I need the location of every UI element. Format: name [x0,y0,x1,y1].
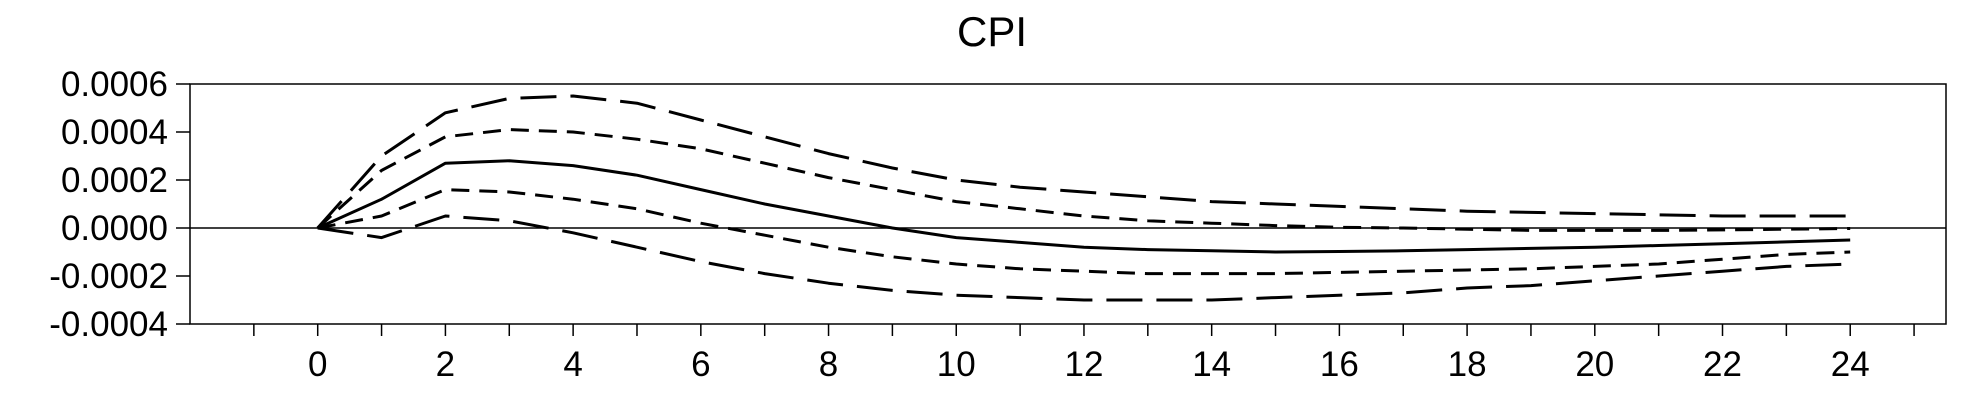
x-tick-label: 6 [691,345,710,384]
x-tick-label: 0 [308,345,327,384]
y-tick-label: 0.0002 [61,161,168,200]
x-tick-label: 22 [1703,345,1742,384]
y-axis: 0.0006 0.0004 0.0002 0.0000 -0.0002 -0.0004 [49,65,190,344]
series-group [316,94,1851,302]
x-tick-label: 24 [1831,345,1870,384]
x-tick-label: 18 [1448,345,1487,384]
series-line-inner-band-2 [317,188,1851,276]
x-tick-label: 2 [436,345,455,384]
x-axis: 0 2 4 6 8 10 12 14 16 18 20 22 24 [253,324,1915,384]
x-tick-label: 10 [937,345,976,384]
y-tick-label: -0.0004 [49,305,168,344]
series-line-inner-band-1 [316,128,1851,232]
chart-title: CPI [957,8,1027,55]
y-tick-label: -0.0002 [49,257,168,296]
x-tick-label: 12 [1064,345,1103,384]
x-tick-label: 16 [1320,345,1359,384]
y-tick-label: 0.0006 [61,65,168,104]
x-tick-label: 8 [819,345,838,384]
x-tick-label: 20 [1575,345,1614,384]
series-line-outer-band-4 [317,214,1851,302]
plot-area-frame [189,83,1947,325]
series-line-response [317,159,1851,254]
y-tick-label: 0.0000 [61,209,168,248]
series-line-outer-band-3 [316,94,1851,229]
x-tick-label: 14 [1192,345,1231,384]
x-tick-label: 4 [563,345,582,384]
y-tick-label: 0.0004 [61,113,168,152]
